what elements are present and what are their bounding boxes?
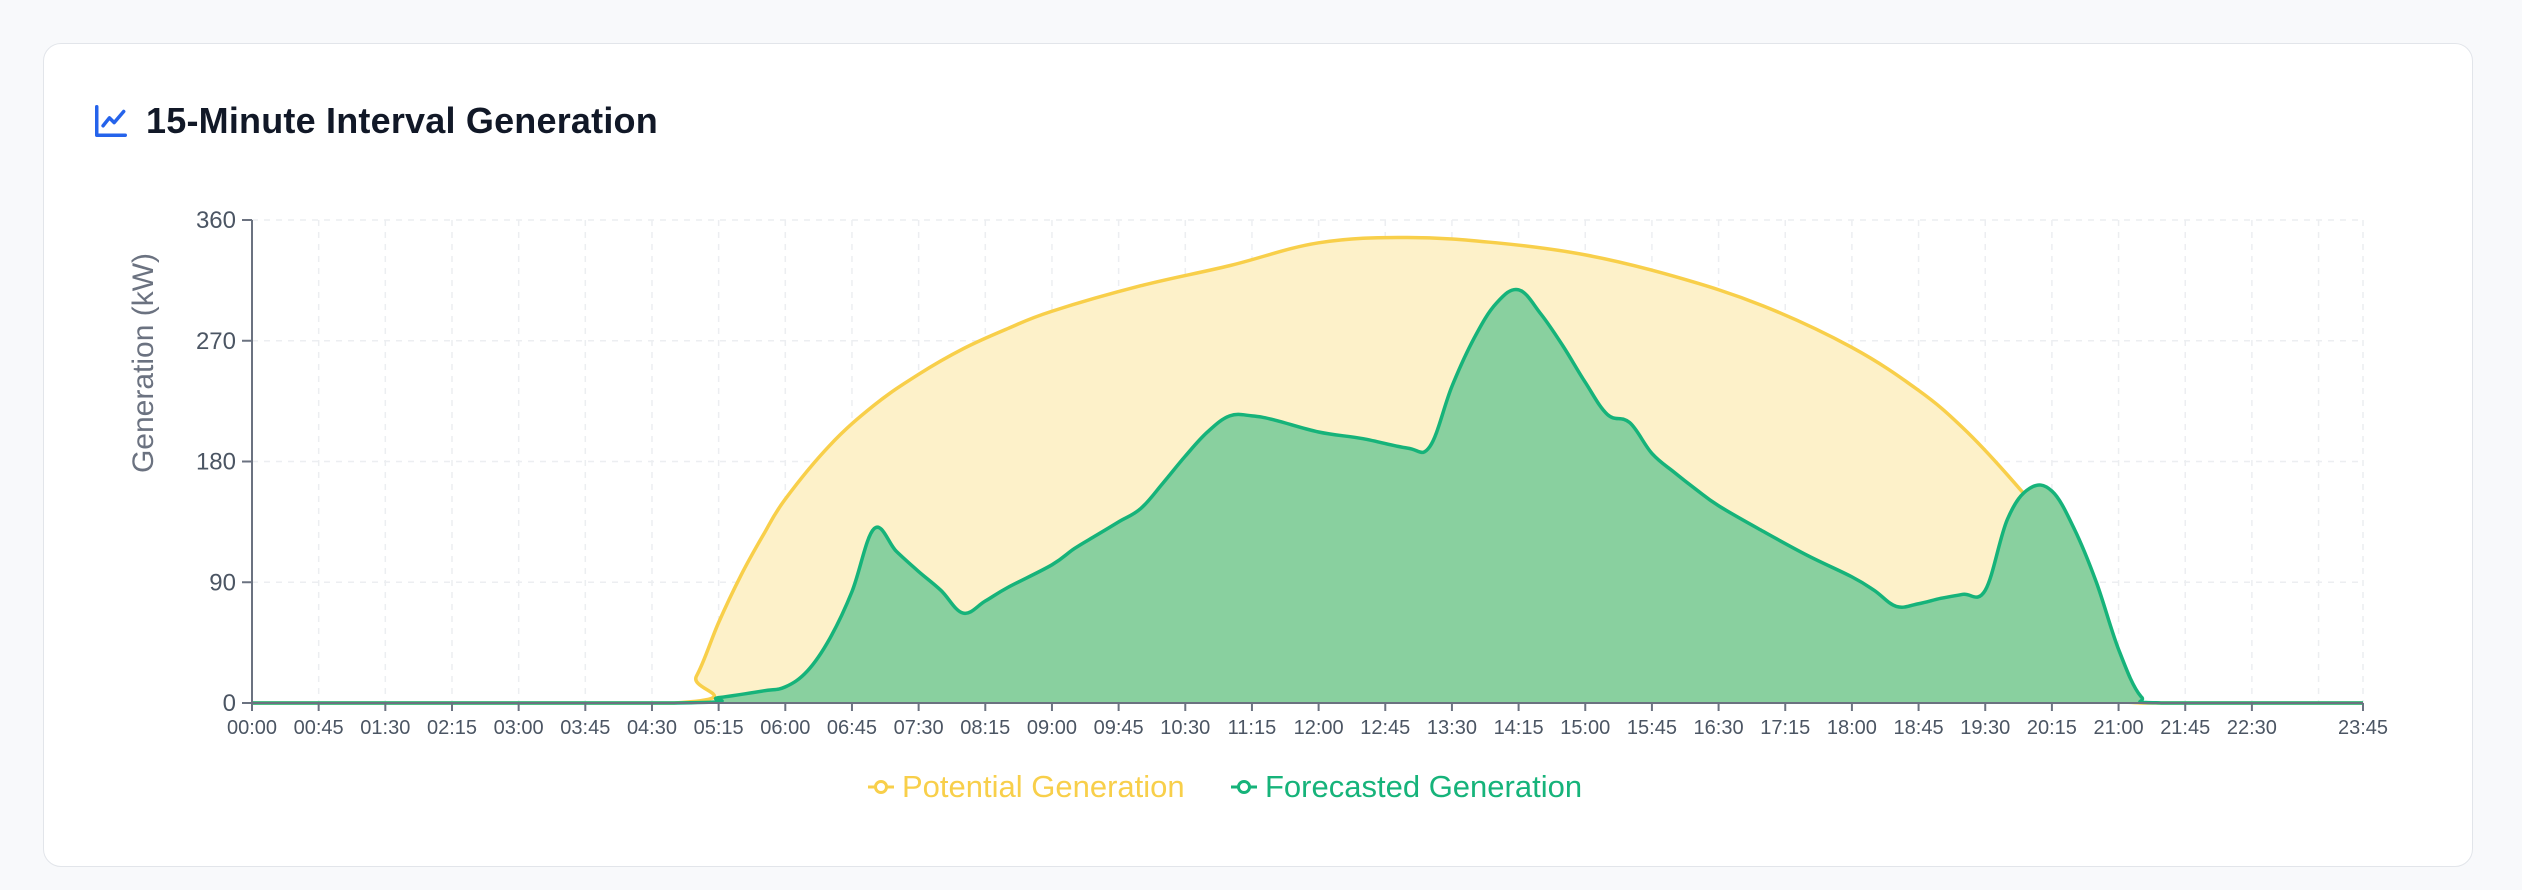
x-tick-label: 03:00 (494, 717, 544, 739)
x-tick-label: 18:00 (1827, 717, 1877, 739)
card-title: 15-Minute Interval Generation (146, 100, 658, 141)
x-tick-label: 14:15 (1494, 717, 1544, 739)
x-tick-label: 11:15 (1228, 717, 1277, 739)
legend-label: Forecasted Generation (1265, 769, 1582, 804)
x-tick-label: 09:45 (1094, 717, 1144, 739)
forecasted-generation-area (252, 289, 2363, 703)
x-tick-label: 00:00 (227, 717, 277, 739)
x-tick-label: 13:30 (1427, 717, 1477, 739)
line-chart-icon (92, 102, 130, 140)
x-tick-label: 15:45 (1627, 717, 1677, 739)
x-tick-label: 09:00 (1027, 717, 1077, 739)
x-tick-label: 15:00 (1560, 717, 1610, 739)
x-tick-label: 04:30 (627, 717, 677, 739)
y-tick-label: 360 (196, 207, 236, 234)
x-tick-label: 08:15 (960, 717, 1010, 739)
y-tick-label: 180 (196, 449, 236, 476)
x-tick-label: 22:30 (2227, 717, 2277, 739)
y-axis-label: Generation (kW) (127, 253, 160, 473)
x-tick-label: 06:45 (827, 717, 877, 739)
legend-swatch-marker (1237, 780, 1251, 794)
x-tick-label: 17:15 (1760, 717, 1810, 739)
x-tick-label: 21:00 (2094, 717, 2144, 739)
y-tick-label: 90 (209, 569, 236, 596)
legend-label: Potential Generation (902, 769, 1185, 804)
x-tick-label: 19:30 (1960, 717, 2010, 739)
x-tick-label: 06:00 (760, 717, 810, 739)
x-tick-label: 16:30 (1694, 717, 1744, 739)
x-tick-label: 23:45 (2338, 717, 2388, 739)
x-tick-label: 07:30 (894, 717, 944, 739)
x-axis-ticks: 00:00 00:45 01:30 02:15 03:00 03:45 04:30 05:15… (227, 703, 2388, 739)
y-tick-label: 270 (196, 328, 236, 355)
legend-swatch-marker (874, 780, 888, 794)
x-tick-label: 18:45 (1894, 717, 1944, 739)
legend-item-potential-generation[interactable]: Potential Generation (868, 769, 1185, 804)
x-tick-label: 05:15 (694, 717, 744, 739)
x-tick-label: 01:30 (360, 717, 410, 739)
card-header: 15-Minute Interval Generation (92, 100, 658, 142)
legend-item-forecasted-generation[interactable]: Forecasted Generation (1231, 769, 1582, 804)
y-tick-label: 0 (223, 690, 236, 717)
x-tick-label: 02:15 (427, 717, 477, 739)
x-tick-label: 03:45 (560, 717, 610, 739)
x-tick-label: 21:45 (2160, 717, 2210, 739)
x-tick-label: 00:45 (294, 717, 344, 739)
x-tick-label: 12:00 (1294, 717, 1344, 739)
forecasted-generation-line (252, 287, 2363, 705)
x-tick-label: 10:30 (1160, 717, 1210, 739)
forecasted-generation-series (252, 287, 2363, 705)
x-tick-label: 20:15 (2027, 717, 2077, 739)
chart-legend: Potential Generation Forecasted Generatio… (868, 769, 1582, 804)
y-axis-ticks: 0 90 180 270 360 (196, 207, 252, 717)
x-tick-label: 12:45 (1360, 717, 1410, 739)
